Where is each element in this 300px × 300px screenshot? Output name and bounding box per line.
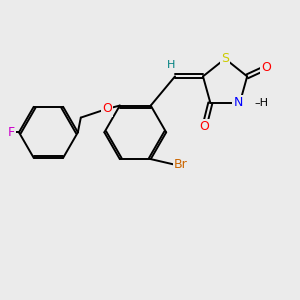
Text: Br: Br bbox=[174, 158, 188, 171]
Text: H: H bbox=[167, 60, 175, 70]
Text: N: N bbox=[234, 96, 243, 110]
Text: –H: –H bbox=[254, 98, 268, 108]
Text: F: F bbox=[8, 126, 15, 139]
Text: O: O bbox=[102, 102, 112, 115]
Text: S: S bbox=[221, 52, 229, 65]
Text: O: O bbox=[261, 61, 271, 74]
Text: O: O bbox=[200, 120, 209, 133]
